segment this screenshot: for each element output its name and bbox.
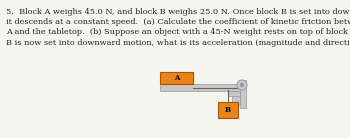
Bar [240, 80, 246, 108]
Text: B: B [225, 106, 231, 114]
Text: 5.  Block A weighs 45.0 N, and block B weighs 25.0 N. Once block B is set into d: 5. Block A weighs 45.0 N, and block B we… [6, 8, 350, 16]
Text: it descends at a constant speed.  (a) Calculate the coefficient of kinetic frict: it descends at a constant speed. (a) Cal… [6, 18, 350, 26]
Text: A and the tabletop.  (b) Suppose an object with a 45-N weight rests on top of bl: A and the tabletop. (b) Suppose an objec… [6, 28, 350, 36]
Bar [228, 91, 240, 96]
Text: A: A [174, 74, 179, 82]
Bar [160, 72, 193, 84]
Bar [218, 102, 238, 118]
Text: B is now set into downward motion, what is its acceleration (magnitude and direc: B is now set into downward motion, what … [6, 39, 350, 47]
Bar [232, 91, 240, 105]
Circle shape [240, 83, 244, 87]
Bar [160, 84, 245, 91]
Circle shape [237, 80, 247, 90]
